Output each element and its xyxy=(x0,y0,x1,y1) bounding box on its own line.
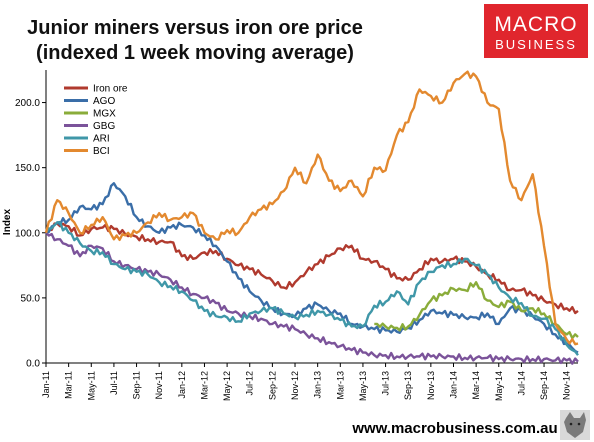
series-line-iron-ore xyxy=(45,222,579,315)
legend-label: ARI xyxy=(93,134,110,145)
x-tick-label: Sep-11 xyxy=(132,371,142,399)
x-tick-label: Jul-14 xyxy=(516,371,526,396)
x-tick-label: Mar-11 xyxy=(64,371,74,399)
x-tick-label: Sep-14 xyxy=(539,371,549,400)
y-tick-label: 150.0 xyxy=(15,163,40,174)
logo-line1: MACRO xyxy=(494,13,577,36)
series-line-gbg xyxy=(45,231,579,365)
x-tick-label: Sep-13 xyxy=(403,371,413,400)
y-tick-label: 100.0 xyxy=(15,228,40,239)
y-axis: 0.0 50.0 100.0 150.0 200.0 xyxy=(15,70,47,370)
legend-label: AGO xyxy=(93,96,115,107)
logo-background xyxy=(484,4,588,58)
x-tick-label: Jul-13 xyxy=(381,371,391,396)
y-tick-label: 0.0 xyxy=(26,359,40,370)
x-tick-label: Jan-11 xyxy=(41,371,51,398)
y-axis-label: Index xyxy=(2,209,13,236)
logo-line2: BUSINESS xyxy=(495,37,577,52)
x-tick-label: May-14 xyxy=(494,371,504,401)
x-tick-label: Jan-14 xyxy=(448,371,458,399)
x-tick-label: Nov-11 xyxy=(154,371,164,399)
x-tick-label: Sep-12 xyxy=(267,371,277,400)
x-tick-label: Mar-14 xyxy=(471,371,481,400)
x-tick-label: Nov-13 xyxy=(426,371,436,400)
chart-subtitle: (indexed 1 week moving average) xyxy=(36,42,354,64)
wolf-icon xyxy=(560,410,590,440)
chart-title: Junior miners versus iron ore price xyxy=(27,17,363,39)
series-line-mgx xyxy=(374,281,579,340)
series-layer xyxy=(44,70,579,365)
y-tick-label: 50.0 xyxy=(21,293,41,304)
footer-url: www.macrobusiness.com.au xyxy=(351,420,557,437)
macrobusiness-logo: MACRO BUSINESS xyxy=(484,4,588,58)
x-tick-label: Mar-13 xyxy=(335,371,345,400)
x-tick-label: May-13 xyxy=(358,371,368,401)
legend-label: MGX xyxy=(93,109,116,120)
legend-label: GBG xyxy=(93,121,115,132)
x-tick-label: Jul-12 xyxy=(245,371,255,396)
series-line-ari xyxy=(44,220,579,356)
legend-label: BCI xyxy=(93,146,110,157)
x-tick-label: Jan-13 xyxy=(313,371,323,399)
x-tick-label: Nov-14 xyxy=(562,371,572,400)
y-tick-label: 200.0 xyxy=(15,98,40,109)
x-tick-label: May-12 xyxy=(222,371,232,401)
series-line-bci xyxy=(44,70,579,346)
legend-label: Iron ore xyxy=(93,84,128,95)
x-tick-label: Jan-12 xyxy=(177,371,187,399)
x-tick-label: Nov-12 xyxy=(290,371,300,400)
x-tick-label: Mar-12 xyxy=(199,371,209,400)
x-axis: Jan-11 Mar-11 May-11 Jul-11 Sep-11 Nov-11 Jan-… xyxy=(41,362,578,401)
x-tick-label: Jul-11 xyxy=(109,371,119,395)
x-tick-label: May-11 xyxy=(86,371,96,400)
